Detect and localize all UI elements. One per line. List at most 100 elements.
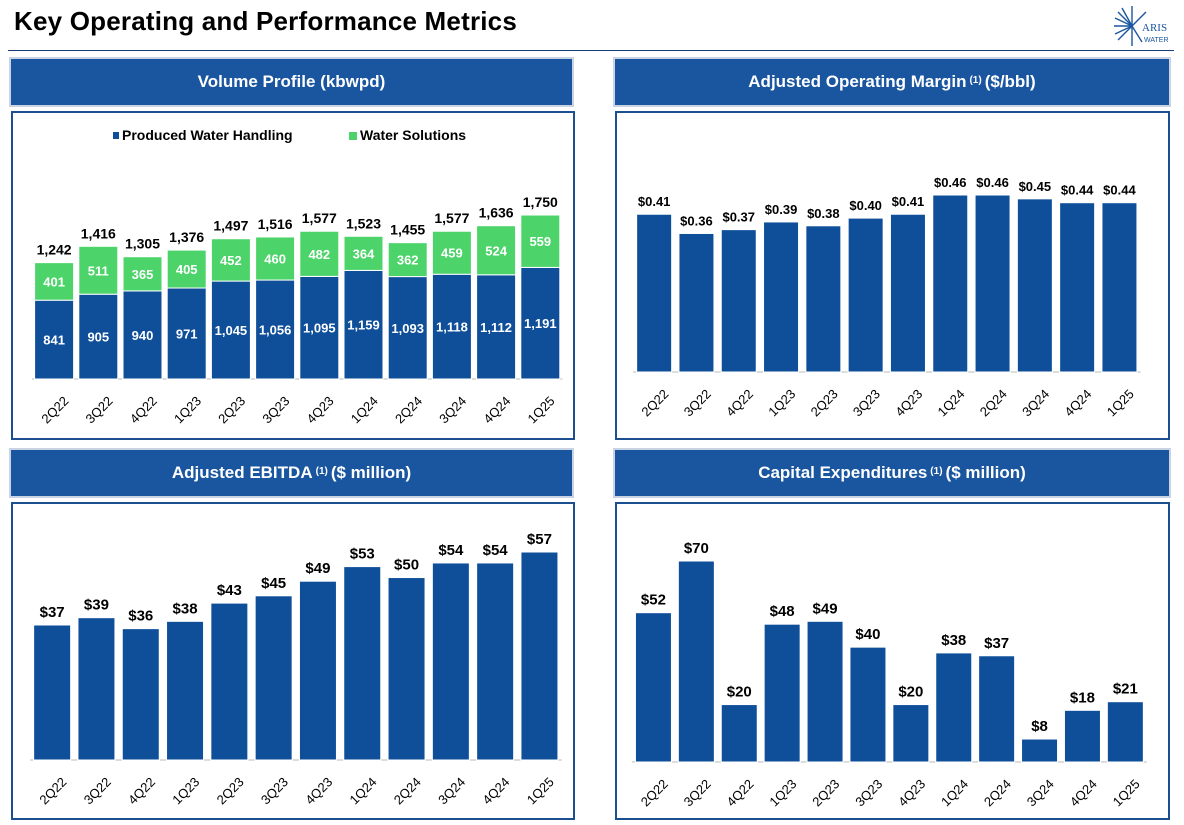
- bar-value-label: $43: [217, 582, 242, 599]
- x-tick-label: 3Q23: [850, 386, 883, 419]
- bar-water-solutions: [476, 225, 517, 276]
- x-tick-label: 3Q24: [436, 393, 469, 426]
- bar: [1106, 701, 1144, 763]
- x-tick-label: 1Q25: [1110, 776, 1143, 809]
- capital-expenditures-chart: $52 $70 $20 $48 $49 $40 $20 $38 $37 $8 $18 $21 2Q22 3…: [632, 540, 1147, 809]
- bar-value-label: $45: [261, 575, 286, 592]
- bar-water-solutions: [431, 230, 472, 275]
- bar-value-label: $20: [898, 684, 923, 701]
- volume-panel-title: Volume Profile (kbwpd): [197, 72, 386, 91]
- x-tick-label: 4Q23: [895, 776, 928, 809]
- total-value-label: 1,242: [37, 242, 72, 258]
- margin-chart-panel: $0.41 $0.36 $0.37 $0.39 $0.38 $0.40 $0.41 $0.46…: [615, 111, 1170, 440]
- x-tick-label: 3Q24: [435, 774, 468, 807]
- bar-value-label: $48: [770, 603, 795, 620]
- x-tick-label: 1Q24: [938, 776, 971, 809]
- produced-water-value-label: 971: [176, 327, 198, 342]
- x-tick-label: 1Q25: [524, 774, 557, 807]
- bar-water-solutions: [78, 245, 119, 295]
- bar-water-solutions: [210, 238, 251, 282]
- x-tick-label: 2Q22: [638, 386, 671, 419]
- bar-value-label: $38: [173, 600, 198, 617]
- bar: [1101, 202, 1138, 373]
- bar-value-label: $50: [394, 557, 419, 574]
- bar: [298, 580, 337, 761]
- x-tick-label: 4Q22: [125, 774, 158, 807]
- ebitda-panel-unit: ($ million): [330, 463, 412, 482]
- bar-value-label: $0.46: [976, 175, 1009, 190]
- bar-value-label: $0.45: [1019, 179, 1052, 194]
- bar: [889, 213, 926, 373]
- produced-water-value-label: 1,159: [347, 318, 380, 333]
- total-value-label: 1,750: [523, 194, 558, 210]
- water-solutions-value-label: 362: [397, 253, 419, 268]
- bar-value-label: $40: [855, 626, 880, 643]
- x-tick-label: 2Q23: [809, 776, 842, 809]
- x-tick-label: 3Q22: [81, 774, 114, 807]
- x-tick-label: 1Q23: [765, 386, 798, 419]
- bar: [806, 620, 844, 763]
- water-solutions-value-label: 511: [88, 263, 109, 278]
- bar-produced-water: [122, 290, 163, 380]
- bar: [387, 577, 426, 761]
- bar: [254, 595, 293, 761]
- x-tick-label: 4Q23: [892, 386, 925, 419]
- bar-value-label: $21: [1113, 681, 1138, 698]
- x-tick-label: 4Q24: [480, 393, 513, 426]
- produced-water-value-label: 1,056: [259, 323, 292, 338]
- bar: [720, 229, 757, 373]
- x-tick-label: 2Q23: [214, 774, 247, 807]
- bar-water-solutions: [343, 235, 384, 271]
- produced-water-value-label: 1,045: [215, 323, 248, 338]
- svg-text:ARIS: ARIS: [1142, 22, 1167, 34]
- bar: [476, 562, 515, 761]
- bar: [166, 620, 205, 761]
- x-tick-label: 1Q24: [348, 393, 381, 426]
- x-tick-label: 4Q24: [1061, 386, 1094, 419]
- x-tick-label: 1Q23: [169, 774, 202, 807]
- bar: [847, 217, 884, 373]
- ebitda-panel-title: Adjusted EBITDA: [171, 463, 313, 482]
- bar-produced-water: [78, 293, 119, 380]
- capex-panel-header: Capital Expenditures (1) ($ million): [613, 448, 1171, 498]
- x-tick-label: 4Q22: [127, 393, 160, 426]
- bar-produced-water: [520, 266, 561, 380]
- bar-produced-water: [387, 276, 428, 380]
- produced-water-value-label: 1,095: [303, 321, 336, 336]
- bar: [520, 551, 559, 761]
- bar: [720, 704, 758, 763]
- bar: [763, 623, 801, 763]
- produced-water-value-label: 905: [87, 330, 109, 345]
- adjusted-operating-margin-chart: $0.41 $0.36 $0.37 $0.39 $0.38 $0.40 $0.41 $0.46…: [633, 175, 1141, 419]
- water-solutions-value-label: 364: [353, 246, 375, 261]
- page-title: Key Operating and Performance Metrics: [14, 6, 517, 36]
- total-value-label: 1,523: [346, 215, 381, 231]
- bar: [1016, 198, 1053, 373]
- x-tick-label: 2Q22: [38, 393, 71, 426]
- bar: [935, 652, 973, 763]
- ebitda-footnote-marker: (1): [315, 465, 328, 477]
- water-solutions-value-label: 405: [176, 262, 198, 277]
- margin-panel-title: Adjusted Operating Margin: [748, 72, 967, 91]
- bar-water-solutions: [255, 236, 296, 281]
- x-tick-label: 4Q22: [724, 776, 757, 809]
- water-solutions-value-label: 524: [485, 243, 507, 258]
- bar: [763, 221, 800, 373]
- bar: [677, 560, 715, 763]
- bar: [121, 628, 160, 761]
- bar-produced-water: [255, 279, 296, 380]
- bar-value-label: $57: [527, 531, 552, 548]
- x-tick-label: 2Q24: [392, 393, 425, 426]
- bar-value-label: $52: [641, 592, 666, 609]
- produced-water-value-label: 1,093: [391, 321, 424, 336]
- bar-value-label: $39: [84, 597, 109, 614]
- legend-swatch-produced-water: [113, 132, 119, 139]
- aris-water-logo: ARIS WATER: [1114, 6, 1169, 46]
- bar: [431, 562, 470, 761]
- legend-label-produced-water: Produced Water Handling: [122, 127, 293, 143]
- bar: [1059, 202, 1096, 373]
- bar-value-label: $49: [305, 560, 330, 577]
- bar: [805, 225, 842, 373]
- total-value-label: 1,376: [169, 229, 204, 245]
- bar-produced-water: [34, 299, 75, 380]
